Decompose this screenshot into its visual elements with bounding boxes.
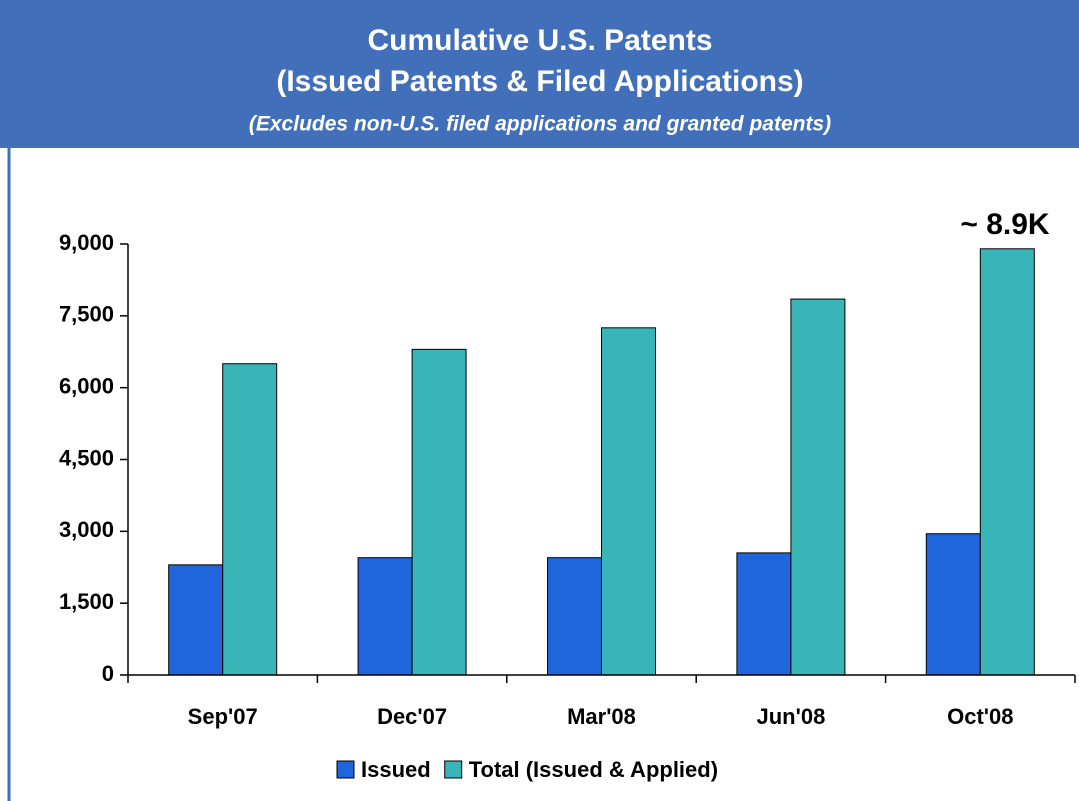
y-tick-label: 0 bbox=[102, 661, 114, 686]
bar bbox=[357, 557, 413, 676]
legend-label: Issued bbox=[361, 757, 431, 782]
bar bbox=[601, 327, 656, 676]
x-tick-label: Oct'08 bbox=[947, 704, 1013, 729]
y-tick-label: 6,000 bbox=[59, 373, 114, 398]
bar bbox=[790, 298, 846, 676]
y-tick-label: 1,500 bbox=[59, 589, 114, 614]
legend-label: Total (Issued & Applied) bbox=[469, 757, 718, 782]
x-tick-label: Mar'08 bbox=[567, 704, 636, 729]
bar bbox=[925, 533, 981, 676]
legend-swatch bbox=[444, 760, 463, 779]
bar bbox=[979, 248, 1035, 676]
chart-note: (Excludes non-U.S. filed applications an… bbox=[249, 113, 831, 136]
chart-subtitle: (Issued Patents & Filed Applications) bbox=[276, 65, 803, 98]
x-tick-label: Sep'07 bbox=[188, 704, 258, 729]
y-tick-label: 4,500 bbox=[59, 445, 114, 470]
legend-swatch bbox=[336, 760, 355, 779]
bar bbox=[168, 564, 224, 676]
header-band bbox=[0, 0, 1079, 148]
annotation: ~ 8.9K bbox=[960, 208, 1050, 241]
y-tick-label: 3,000 bbox=[59, 517, 114, 542]
bar bbox=[411, 348, 467, 676]
chart-title: Cumulative U.S. Patents bbox=[367, 24, 712, 57]
y-tick-label: 9,000 bbox=[59, 230, 114, 255]
bar bbox=[222, 363, 278, 676]
bar bbox=[736, 552, 792, 676]
bar bbox=[547, 557, 602, 676]
x-tick-label: Dec'07 bbox=[377, 704, 447, 729]
x-tick-label: Jun'08 bbox=[756, 704, 825, 729]
y-tick-label: 7,500 bbox=[59, 302, 114, 327]
